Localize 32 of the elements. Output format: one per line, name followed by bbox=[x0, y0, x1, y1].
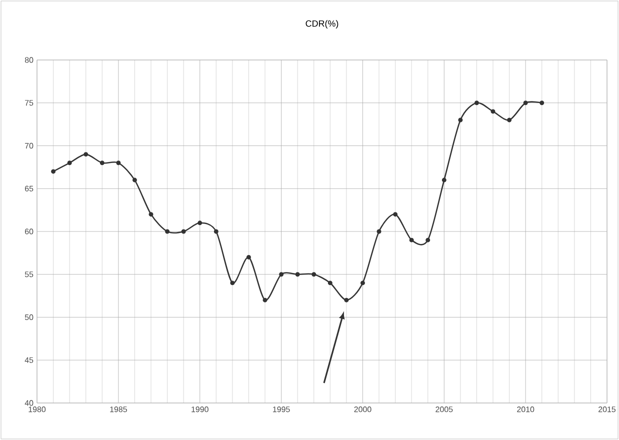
point bbox=[100, 160, 104, 166]
point bbox=[393, 212, 398, 217]
point bbox=[426, 238, 430, 242]
point bbox=[148, 212, 154, 217]
point bbox=[312, 272, 316, 277]
point bbox=[474, 100, 479, 106]
point bbox=[523, 100, 528, 106]
point bbox=[181, 229, 186, 234]
point bbox=[246, 254, 251, 260]
point bbox=[328, 280, 332, 286]
chart-title: CDR(%) bbox=[306, 20, 338, 28]
point bbox=[67, 160, 72, 166]
point bbox=[51, 169, 56, 174]
point bbox=[84, 152, 88, 157]
point bbox=[442, 178, 446, 182]
point bbox=[295, 272, 300, 277]
point bbox=[360, 280, 365, 286]
point bbox=[540, 100, 544, 106]
point bbox=[409, 238, 414, 242]
point bbox=[230, 280, 235, 286]
point bbox=[198, 220, 202, 226]
point bbox=[262, 298, 268, 302]
point bbox=[165, 229, 170, 234]
point bbox=[116, 160, 121, 166]
point bbox=[376, 229, 382, 234]
point bbox=[132, 178, 137, 182]
point bbox=[279, 272, 284, 277]
point bbox=[507, 118, 512, 122]
point bbox=[458, 118, 463, 122]
point bbox=[214, 229, 218, 234]
point bbox=[490, 109, 496, 114]
point bbox=[344, 298, 349, 302]
